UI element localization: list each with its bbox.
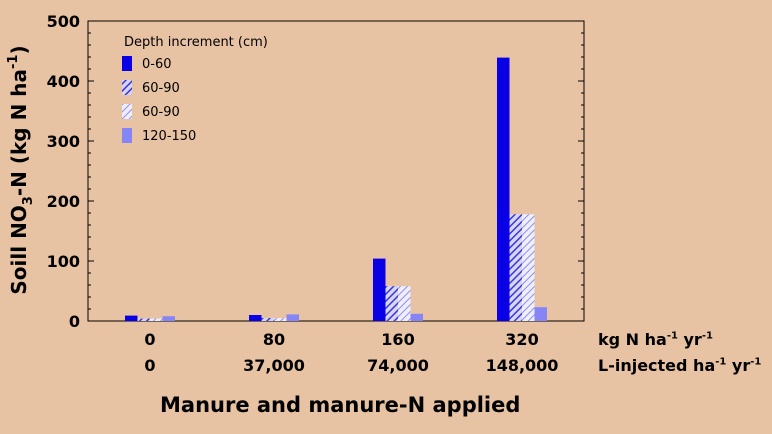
x-tick-label: 0 (144, 356, 155, 375)
x-tick-label: 148,000 (486, 356, 559, 375)
bar (249, 315, 262, 321)
legend-label: 0-60 (142, 57, 172, 72)
legend-title: Depth increment (cm) (124, 35, 268, 50)
x-tick-label: 80 (263, 330, 285, 349)
y-tick-label: 100 (47, 252, 80, 271)
bar (509, 214, 522, 321)
legend-label: 120-150 (142, 129, 196, 144)
y-axis-title: Soill NO3-N (kg N ha-1) (6, 45, 36, 294)
y-axis-ticks: 0 100 200 300 400 500 (47, 12, 584, 331)
bar (261, 318, 274, 321)
legend-swatch (122, 56, 132, 71)
bar (410, 313, 423, 321)
bar (274, 318, 287, 321)
legend-swatch (122, 80, 132, 95)
y-tick-label: 300 (47, 132, 80, 151)
bar (150, 318, 163, 321)
x-tick-label: 37,000 (243, 356, 305, 375)
bar (385, 286, 398, 321)
bar (497, 57, 510, 321)
bar (286, 314, 299, 321)
bar (373, 258, 386, 321)
bar (125, 315, 138, 321)
legend-swatch (122, 128, 132, 143)
y-tick-label: 500 (47, 12, 80, 31)
bar (137, 318, 150, 321)
y-tick-label: 400 (47, 72, 80, 91)
bar (398, 286, 411, 321)
legend-label: 60-90 (142, 105, 180, 120)
x-tick-label: 320 (505, 330, 538, 349)
x-tick-label: 74,000 (367, 356, 429, 375)
bar (534, 307, 547, 321)
legend-label: 60-90 (142, 81, 180, 96)
x-tick-labels: 0 80 160 320 0 37,000 74,000 148,000 (144, 330, 558, 375)
y-tick-label: 0 (69, 312, 80, 331)
bar (162, 316, 175, 321)
bars (125, 57, 547, 321)
x-unit-label-row1: kg N ha-1 yr-1 (598, 330, 713, 349)
x-tick-label: 160 (381, 330, 414, 349)
legend-swatch (122, 104, 132, 119)
x-axis-title: Manure and manure-N applied (160, 393, 521, 417)
legend: Depth increment (cm) 0-60 60-90 60-90 120-15… (122, 35, 268, 144)
x-unit-label-row2: L-injected ha-1 yr-1 (598, 356, 762, 375)
y-tick-label: 200 (47, 192, 80, 211)
x-tick-label: 0 (144, 330, 155, 349)
bar (522, 214, 535, 321)
